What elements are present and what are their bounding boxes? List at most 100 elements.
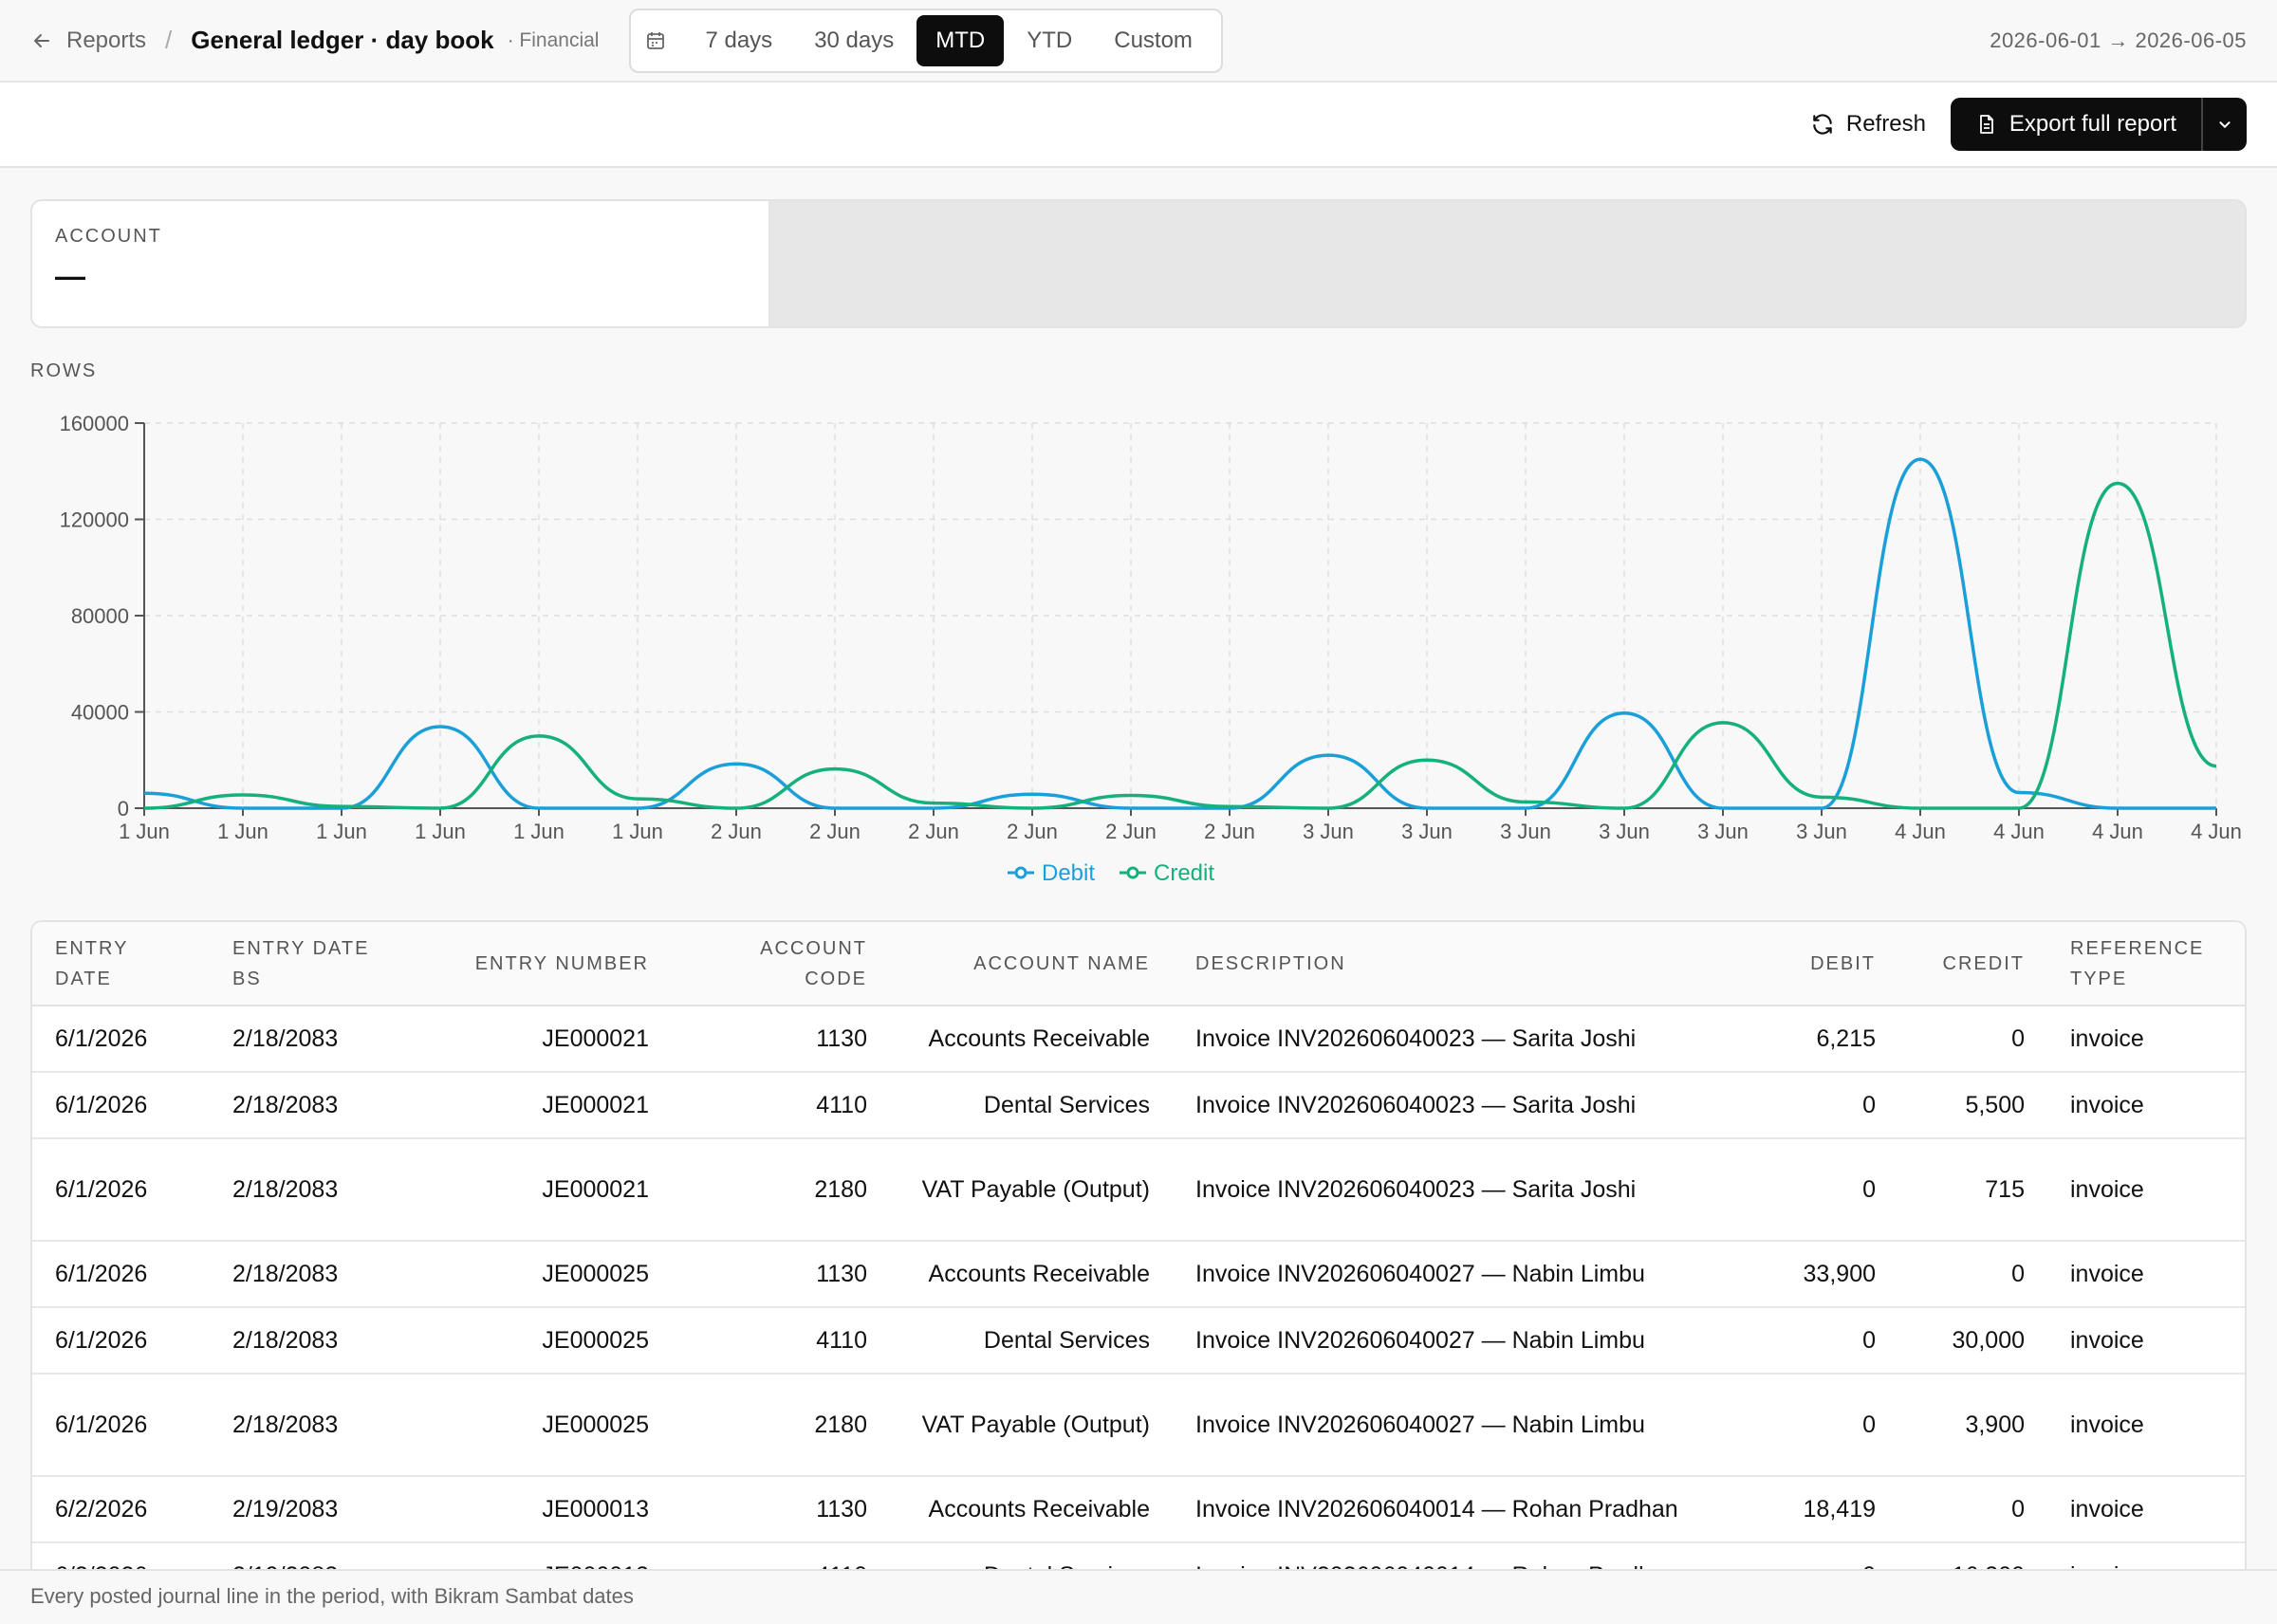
refresh-button[interactable]: Refresh	[1810, 111, 1926, 138]
table-cell: 2/19/2083	[210, 1476, 401, 1543]
table-cell: 0	[1898, 1006, 2047, 1073]
table-cell: 6/1/2026	[32, 1138, 210, 1242]
range-option-ytd[interactable]: YTD	[1027, 27, 1073, 53]
table-header-row: ENTRY DATE ENTRY DATE BS ENTRY NUMBER ACCOU…	[32, 922, 2245, 1006]
report-category: · Financial	[507, 28, 600, 51]
table-cell: 6/1/2026	[32, 1006, 210, 1073]
table-cell: invoice	[2047, 1072, 2245, 1139]
back-label: Reports	[66, 27, 147, 53]
range-option-30-days[interactable]: 30 days	[814, 27, 895, 53]
table-cell: JE000025	[401, 1374, 672, 1477]
column-header[interactable]: CREDIT	[1898, 922, 2047, 1006]
chart-section-label: ROWS	[30, 360, 98, 381]
table-cell: 33,900	[1723, 1241, 1898, 1308]
legend-label: Debit	[1042, 860, 1095, 886]
calendar-icon	[644, 29, 667, 52]
column-header[interactable]: ENTRY DATE	[32, 922, 210, 1006]
table-cell: 1130	[672, 1006, 890, 1073]
table-cell: Accounts Receivable	[890, 1476, 1173, 1543]
table-cell: 0	[1898, 1476, 2047, 1543]
file-icon	[1980, 115, 1993, 134]
x-tick-label: 4 Jun	[1895, 820, 1946, 843]
footer-caption: Every posted journal line in the period,…	[0, 1569, 2277, 1624]
x-tick-label: 2 Jun	[1204, 820, 1255, 843]
kpi-value: —	[55, 259, 85, 293]
x-tick-label: 1 Jun	[316, 820, 367, 843]
table-cell: Invoice INV202606040023 — Sarita Joshi	[1173, 1138, 1723, 1242]
y-tick-label: 0	[118, 797, 129, 821]
table-cell: 5,500	[1898, 1072, 2047, 1139]
column-header[interactable]: ACCOUNT NAME	[890, 922, 1173, 1006]
table-cell: 4110	[672, 1072, 890, 1139]
table-cell: Accounts Receivable	[890, 1006, 1173, 1073]
y-tick-label: 120000	[60, 508, 129, 532]
table-cell: 2180	[672, 1138, 890, 1242]
date-range-selector: 7 days 30 days MTD YTD Custom	[629, 8, 1223, 73]
column-header[interactable]: ENTRY DATE BS	[210, 922, 401, 1006]
table-cell: Invoice INV202606040027 — Nabin Limbu	[1173, 1241, 1723, 1308]
column-header[interactable]: REFERENCE TYPE	[2047, 922, 2245, 1006]
x-tick-label: 2 Jun	[809, 820, 861, 843]
table-cell: 2/18/2083	[210, 1374, 401, 1477]
table-cell: Dental Services	[890, 1307, 1173, 1375]
back-to-reports-link[interactable]: Reports	[30, 28, 146, 54]
x-tick-label: 3 Jun	[1796, 820, 1847, 843]
column-header[interactable]: DESCRIPTION	[1173, 922, 1723, 1006]
table-cell: 6/1/2026	[32, 1374, 210, 1477]
table-body: 6/1/2026 2/18/2083 JE000021 1130 Accounts Re…	[32, 1006, 2245, 1610]
table-cell: 0	[1723, 1307, 1898, 1375]
x-tick-label: 3 Jun	[1401, 820, 1453, 843]
table-row[interactable]: 6/1/2026 2/18/2083 JE000025 4110 Dental Serv…	[32, 1307, 2245, 1375]
table-cell: JE000025	[401, 1307, 672, 1375]
table-row[interactable]: 6/1/2026 2/18/2083 JE000021 4110 Dental Serv…	[32, 1072, 2245, 1139]
table-cell: invoice	[2047, 1138, 2245, 1242]
legend-item-credit[interactable]: Credit	[1120, 860, 1214, 886]
date-range-display: 2026-06-01 → 2026-06-05	[1990, 28, 2247, 52]
table-cell: invoice	[2047, 1374, 2245, 1477]
rows-line-chart: 0 40000 80000 120000 160000 1 Jun 1 Jun 1 Jun 1 …	[60, 412, 2242, 886]
series-line-credit	[143, 481, 2217, 810]
column-header[interactable]: DEBIT	[1723, 922, 1898, 1006]
export-label: Export full report	[2009, 111, 2176, 137]
x-tick-label: 3 Jun	[1500, 820, 1551, 843]
table-cell: Invoice INV202606040014 — Rohan Pradhan	[1173, 1476, 1723, 1543]
table-cell: 2/18/2083	[210, 1138, 401, 1242]
ledger-table: ENTRY DATE ENTRY DATE BS ENTRY NUMBER ACCOU…	[30, 920, 2247, 1624]
table-cell: 30,000	[1898, 1307, 2047, 1375]
x-tick-label: 4 Jun	[2092, 820, 2143, 843]
kpi-account: ACCOUNT —	[32, 201, 770, 326]
range-option-custom[interactable]: Custom	[1114, 27, 1193, 53]
table-cell: 0	[1898, 1241, 2047, 1308]
table-cell: Invoice INV202606040023 — Sarita Joshi	[1173, 1006, 1723, 1073]
table-cell: JE000021	[401, 1006, 672, 1073]
range-option-mtd[interactable]: MTD	[916, 14, 1005, 66]
y-tick-label: 80000	[71, 604, 129, 628]
table-row[interactable]: 6/1/2026 2/18/2083 JE000025 1130 Accounts Re…	[32, 1241, 2245, 1308]
range-option-7-days[interactable]: 7 days	[705, 27, 773, 53]
table-row[interactable]: 6/1/2026 2/18/2083 JE000021 2180 VAT Payable…	[32, 1138, 2245, 1242]
table-row[interactable]: 6/1/2026 2/18/2083 JE000021 1130 Accounts Re…	[32, 1006, 2245, 1073]
refresh-label: Refresh	[1845, 111, 1926, 137]
table-cell: JE000021	[401, 1072, 672, 1139]
table-cell: VAT Payable (Output)	[890, 1374, 1173, 1477]
column-header[interactable]: ACCOUNT CODE	[672, 922, 890, 1006]
x-tick-label: 4 Jun	[1993, 820, 2045, 843]
column-header[interactable]: ENTRY NUMBER	[401, 922, 672, 1006]
table-row[interactable]: 6/2/2026 2/19/2083 JE000013 1130 Accounts Re…	[32, 1476, 2245, 1543]
export-full-report-button[interactable]: Export full report	[1951, 98, 2201, 151]
x-tick-label: 2 Jun	[711, 820, 762, 843]
x-tick-label: 3 Jun	[1697, 820, 1749, 843]
x-tick-label: 3 Jun	[1599, 820, 1650, 843]
arrow-left-icon	[34, 33, 49, 47]
table-cell: Invoice INV202606040023 — Sarita Joshi	[1173, 1072, 1723, 1139]
legend-marker	[1014, 866, 1027, 879]
x-tick-label: 1 Jun	[513, 820, 565, 843]
table-row[interactable]: 6/1/2026 2/18/2083 JE000025 2180 VAT Payable…	[32, 1374, 2245, 1477]
table-cell: 18,419	[1723, 1476, 1898, 1543]
table-cell: 2/18/2083	[210, 1241, 401, 1308]
export-options-dropdown[interactable]	[2201, 98, 2247, 151]
legend-item-debit[interactable]: Debit	[1008, 860, 1095, 886]
series-line-debit	[143, 457, 2216, 810]
table-cell: 6/1/2026	[32, 1307, 210, 1375]
table-cell: 6/1/2026	[32, 1072, 210, 1139]
